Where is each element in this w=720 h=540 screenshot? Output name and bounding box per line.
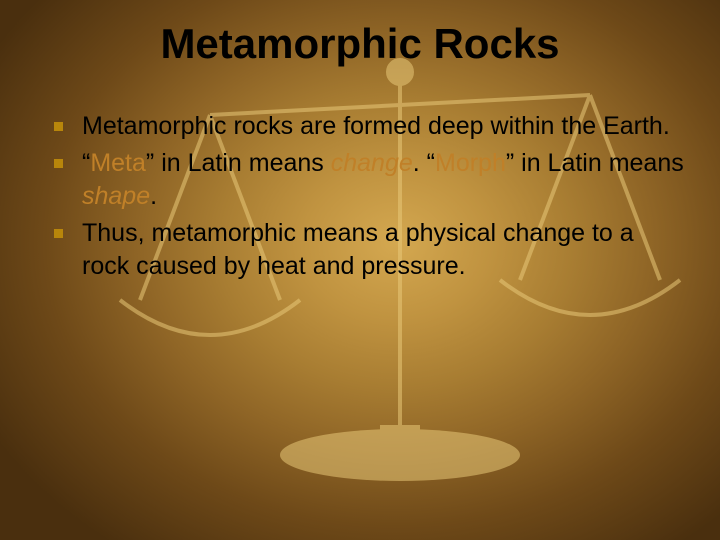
slide-body: Metamorphic rocks are formed deep within… xyxy=(48,110,684,287)
bullet-text: Metamorphic rocks are formed deep within… xyxy=(82,112,670,140)
bullet-item: Thus, metamorphic means a physical chang… xyxy=(48,217,684,283)
bullet-item: Metamorphic rocks are formed deep within… xyxy=(48,110,684,143)
highlight-meta: Meta xyxy=(90,149,146,177)
bullet-item: “Meta” in Latin means change. “Morph” in… xyxy=(48,147,684,213)
slide: Metamorphic Rocks Metamorphic rocks are … xyxy=(0,0,720,540)
slide-title: Metamorphic Rocks xyxy=(0,20,720,68)
highlight-change: change xyxy=(331,149,413,177)
bullet-text: . “ xyxy=(413,149,435,177)
highlight-morph: Morph xyxy=(435,149,506,177)
bullet-text: ” in Latin means xyxy=(506,149,684,177)
bullet-text: Thus, metamorphic means a physical chang… xyxy=(82,219,634,280)
bullet-text: ” in Latin means xyxy=(146,149,331,177)
bullet-text: . xyxy=(150,182,157,210)
highlight-shape: shape xyxy=(82,182,150,210)
